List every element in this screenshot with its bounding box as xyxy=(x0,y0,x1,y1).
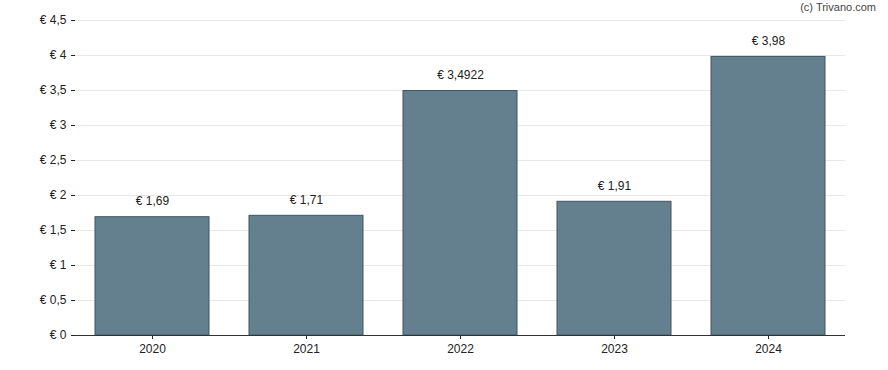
svg-text:€ 0,5: € 0,5 xyxy=(40,293,67,307)
svg-text:€ 4,5: € 4,5 xyxy=(40,13,67,27)
svg-text:€ 3,5: € 3,5 xyxy=(40,83,67,97)
svg-text:2024: 2024 xyxy=(755,342,782,356)
svg-text:2023: 2023 xyxy=(601,342,628,356)
svg-text:€ 1,91: € 1,91 xyxy=(598,179,632,193)
svg-text:€ 4: € 4 xyxy=(50,48,67,62)
svg-text:2020: 2020 xyxy=(139,342,166,356)
svg-text:€ 1: € 1 xyxy=(50,258,67,272)
svg-text:2021: 2021 xyxy=(293,342,320,356)
html-text:(c) Trivano.com: (c) Trivano.com xyxy=(800,1,876,13)
svg-text:€ 1,5: € 1,5 xyxy=(40,223,67,237)
svg-text:€ 1,69: € 1,69 xyxy=(136,194,170,208)
svg-text:€ 3: € 3 xyxy=(50,118,67,132)
svg-text:€ 3,4922: € 3,4922 xyxy=(437,68,484,82)
svg-text:€ 1,71: € 1,71 xyxy=(290,193,324,207)
svg-text:2022: 2022 xyxy=(447,342,474,356)
svg-text:€ 3,98: € 3,98 xyxy=(752,34,786,48)
svg-text:€ 2: € 2 xyxy=(50,188,67,202)
svg-text:€ 0: € 0 xyxy=(50,328,67,342)
svg-text:€ 2,5: € 2,5 xyxy=(40,153,67,167)
